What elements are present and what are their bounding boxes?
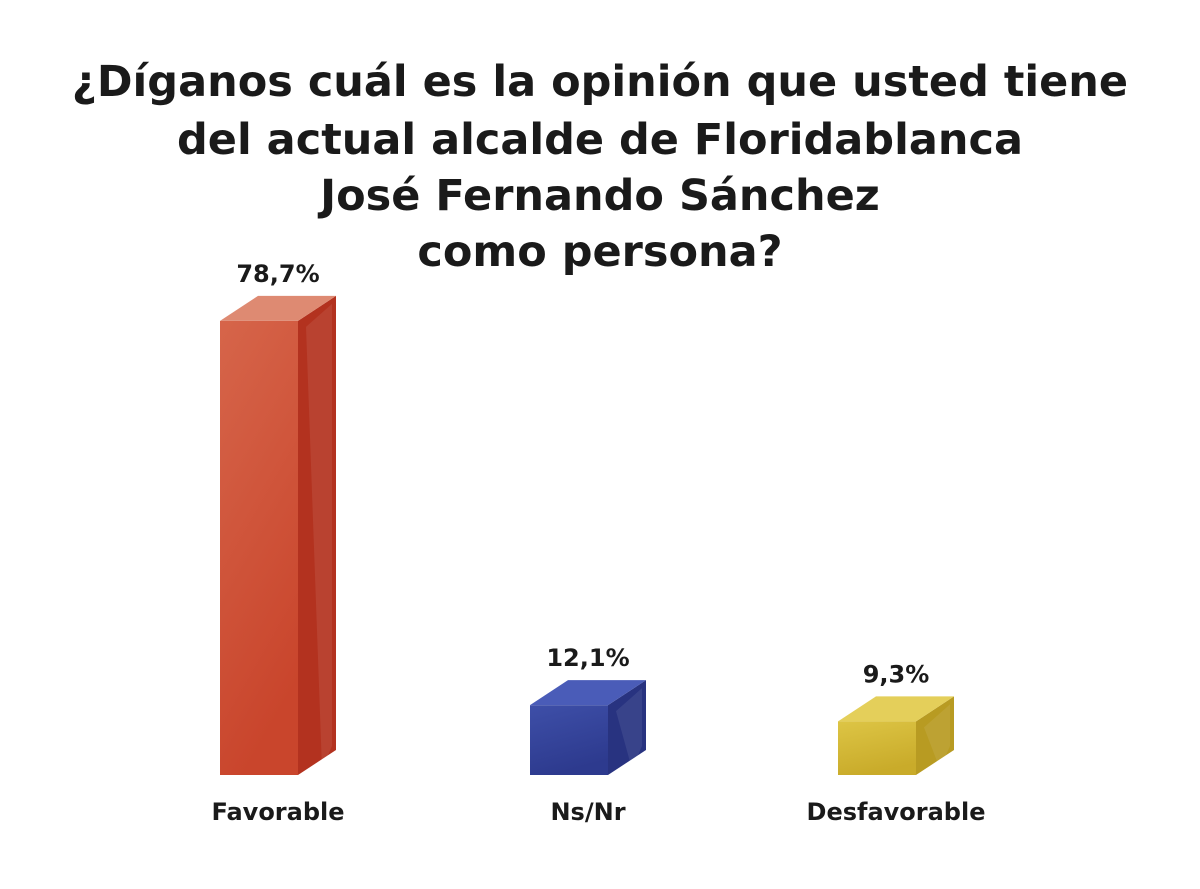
category-label: Desfavorable: [807, 798, 986, 826]
bar-top-face: [220, 295, 336, 321]
bar-value-label: 9,3%: [863, 660, 930, 688]
bar-side-highlight: [306, 303, 332, 769]
chart-title-line-4: como persona?: [417, 227, 782, 277]
chart-title-line-3: José Fernando Sánchez: [317, 171, 880, 221]
bar-value-label: 78,7%: [236, 260, 319, 288]
bar-side-highlight: [924, 704, 950, 769]
category-label: Favorable: [211, 798, 344, 826]
bar-value-label: 12,1%: [546, 644, 629, 672]
bar-front-face: [838, 721, 916, 775]
bar-side-face: [916, 696, 954, 775]
bar-front-face: [220, 320, 298, 775]
bar-favorable: 78,7% Favorable: [211, 260, 344, 826]
bar-ns-nr: 12,1% Ns/Nr: [530, 644, 646, 826]
bar-top-face: [838, 696, 954, 722]
chart-title: ¿Díganos cuál es la opinión que usted ti…: [72, 57, 1128, 277]
category-label: Ns/Nr: [550, 798, 625, 826]
bars-group: 78,7% Favorable 12,1% Ns/Nr 9,3% Desfavorable: [211, 260, 985, 826]
bar-top-face: [530, 680, 646, 706]
bar-side-face: [298, 295, 336, 775]
bar-front-face: [530, 705, 608, 775]
chart-title-line-2: del actual alcalde de Floridablanca: [177, 115, 1023, 165]
chart-title-line-1: ¿Díganos cuál es la opinión que usted ti…: [72, 57, 1128, 107]
bar-desfavorable: 9,3% Desfavorable: [807, 660, 986, 826]
bar-side-highlight: [616, 688, 642, 769]
bar-side-face: [608, 680, 646, 775]
